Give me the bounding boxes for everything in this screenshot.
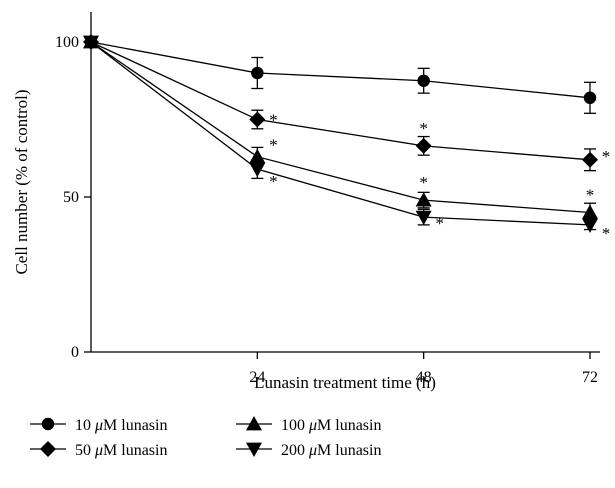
y-tick-label: 100 [55,34,79,51]
significance-star: * [269,111,278,130]
data-point [583,91,597,105]
legend-item-2: 50 μM lunasin [30,441,167,459]
significance-star: * [586,186,595,205]
legend: 10 μM lunasin 50 μM lunasin 100 μM lunasin… [30,416,381,459]
legend-label: 10 μM lunasin [75,417,167,434]
legend-marker [246,416,262,431]
significance-star: * [435,214,444,233]
significance-star: * [419,119,428,138]
x-tick-label: 72 [582,369,598,386]
y-tick-label: 50 [63,189,79,206]
data-point [83,35,99,50]
legend-item-4: 200 μM lunasin [236,442,381,459]
series-line [90,41,591,161]
significance-star: * [602,224,611,243]
legend-label: 50 μM lunasin [75,442,167,459]
y-tick-label: 0 [71,344,79,361]
series-2: * * * [83,34,611,172]
data-point [417,74,430,87]
legend-label: 200 μM lunasin [281,442,381,459]
ticks: 0 50 100 24 48 72 [55,34,598,386]
y-axis-title: Cell number (% of control) [12,89,31,274]
data-point [415,210,432,226]
x-axis-title: Lunasin treatment time (h) [254,373,436,392]
series-line [90,41,591,99]
x-tick-label: 24 [249,369,265,386]
series-4: * * * [83,35,611,243]
x-tick-label: 48 [416,369,432,386]
series-line [90,41,591,226]
legend-marker [246,442,262,457]
legend-item-3: 100 μM lunasin [236,416,381,434]
series-line [90,41,591,214]
data-point [582,204,598,219]
legend-item-1: 10 μM lunasin [30,417,167,434]
legend-marker [41,417,55,431]
significance-star: * [269,172,278,191]
legend-label: 100 μM lunasin [281,417,381,434]
series-3: * * * [83,34,598,223]
data-point [582,151,598,168]
data-point [251,66,264,80]
data-point [415,137,432,154]
significance-star: * [602,147,611,166]
data-point [582,218,598,233]
significance-star: * [419,173,428,192]
data-point [249,162,266,178]
plot-area: * * * * * * * * * [83,34,610,243]
significance-star: * [269,136,278,155]
data-point [249,111,266,128]
data-point [415,192,432,207]
axes [90,12,600,353]
legend-marker [40,441,56,457]
